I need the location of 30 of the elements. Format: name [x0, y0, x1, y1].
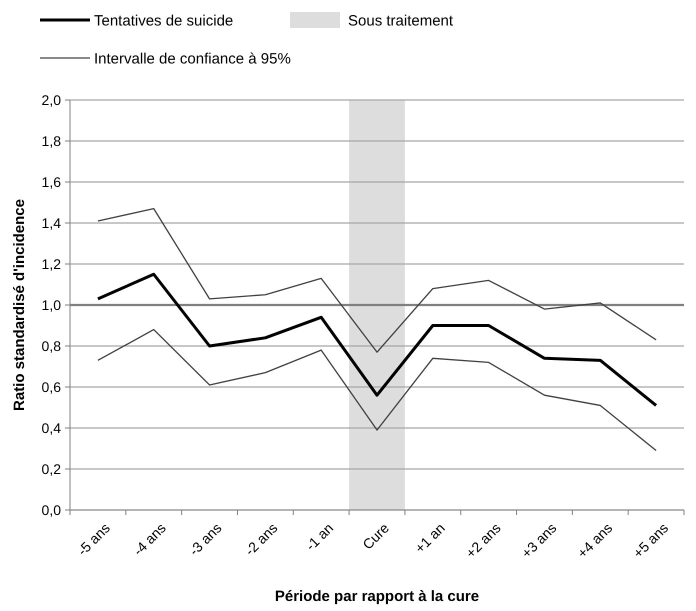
x-tick-label: -4 ans [130, 520, 169, 559]
y-tick-label: 1,0 [42, 296, 62, 313]
x-axis-title: Période par rapport à la cure [274, 588, 480, 605]
x-tick-label: -2 ans [242, 520, 280, 559]
y-tick-label: 1,6 [42, 174, 62, 190]
line-series [97, 328, 657, 452]
legend-label: Intervalle de confiance à 95% [94, 50, 291, 68]
y-tick-label: 2,0 [42, 92, 62, 108]
y-tick-label: 1,8 [42, 132, 62, 149]
x-tick-label: -3 ans [186, 520, 225, 559]
line-series [96, 272, 658, 407]
y-tick-label: 1,4 [42, 214, 62, 231]
y-tick-label: 0,2 [42, 460, 62, 477]
y-axis-title: Ratio standardisé d'incidence [11, 199, 28, 411]
y-tick-label: 1,2 [42, 256, 62, 272]
y-tick-label: 0,8 [42, 338, 62, 354]
y-tick-label: 0,6 [42, 378, 62, 395]
legend-label: Tentatives de suicide [94, 12, 234, 30]
legend-label: Sous traitement [348, 12, 454, 30]
x-tick-label: +1 an [411, 520, 448, 556]
line-series [97, 208, 657, 353]
x-tick-label: +5 ans [630, 520, 672, 562]
x-tick-label: +4 ans [574, 520, 616, 562]
x-tick-label: Cure [359, 520, 392, 553]
x-tick-label: -1 an [302, 520, 336, 554]
x-tick-label: -5 ans [74, 520, 113, 559]
y-tick-label: 0,4 [42, 420, 62, 436]
x-tick-label: +3 ans [518, 520, 560, 562]
y-tick-label: 0,0 [42, 502, 62, 518]
x-tick-label: +2 ans [462, 520, 504, 562]
